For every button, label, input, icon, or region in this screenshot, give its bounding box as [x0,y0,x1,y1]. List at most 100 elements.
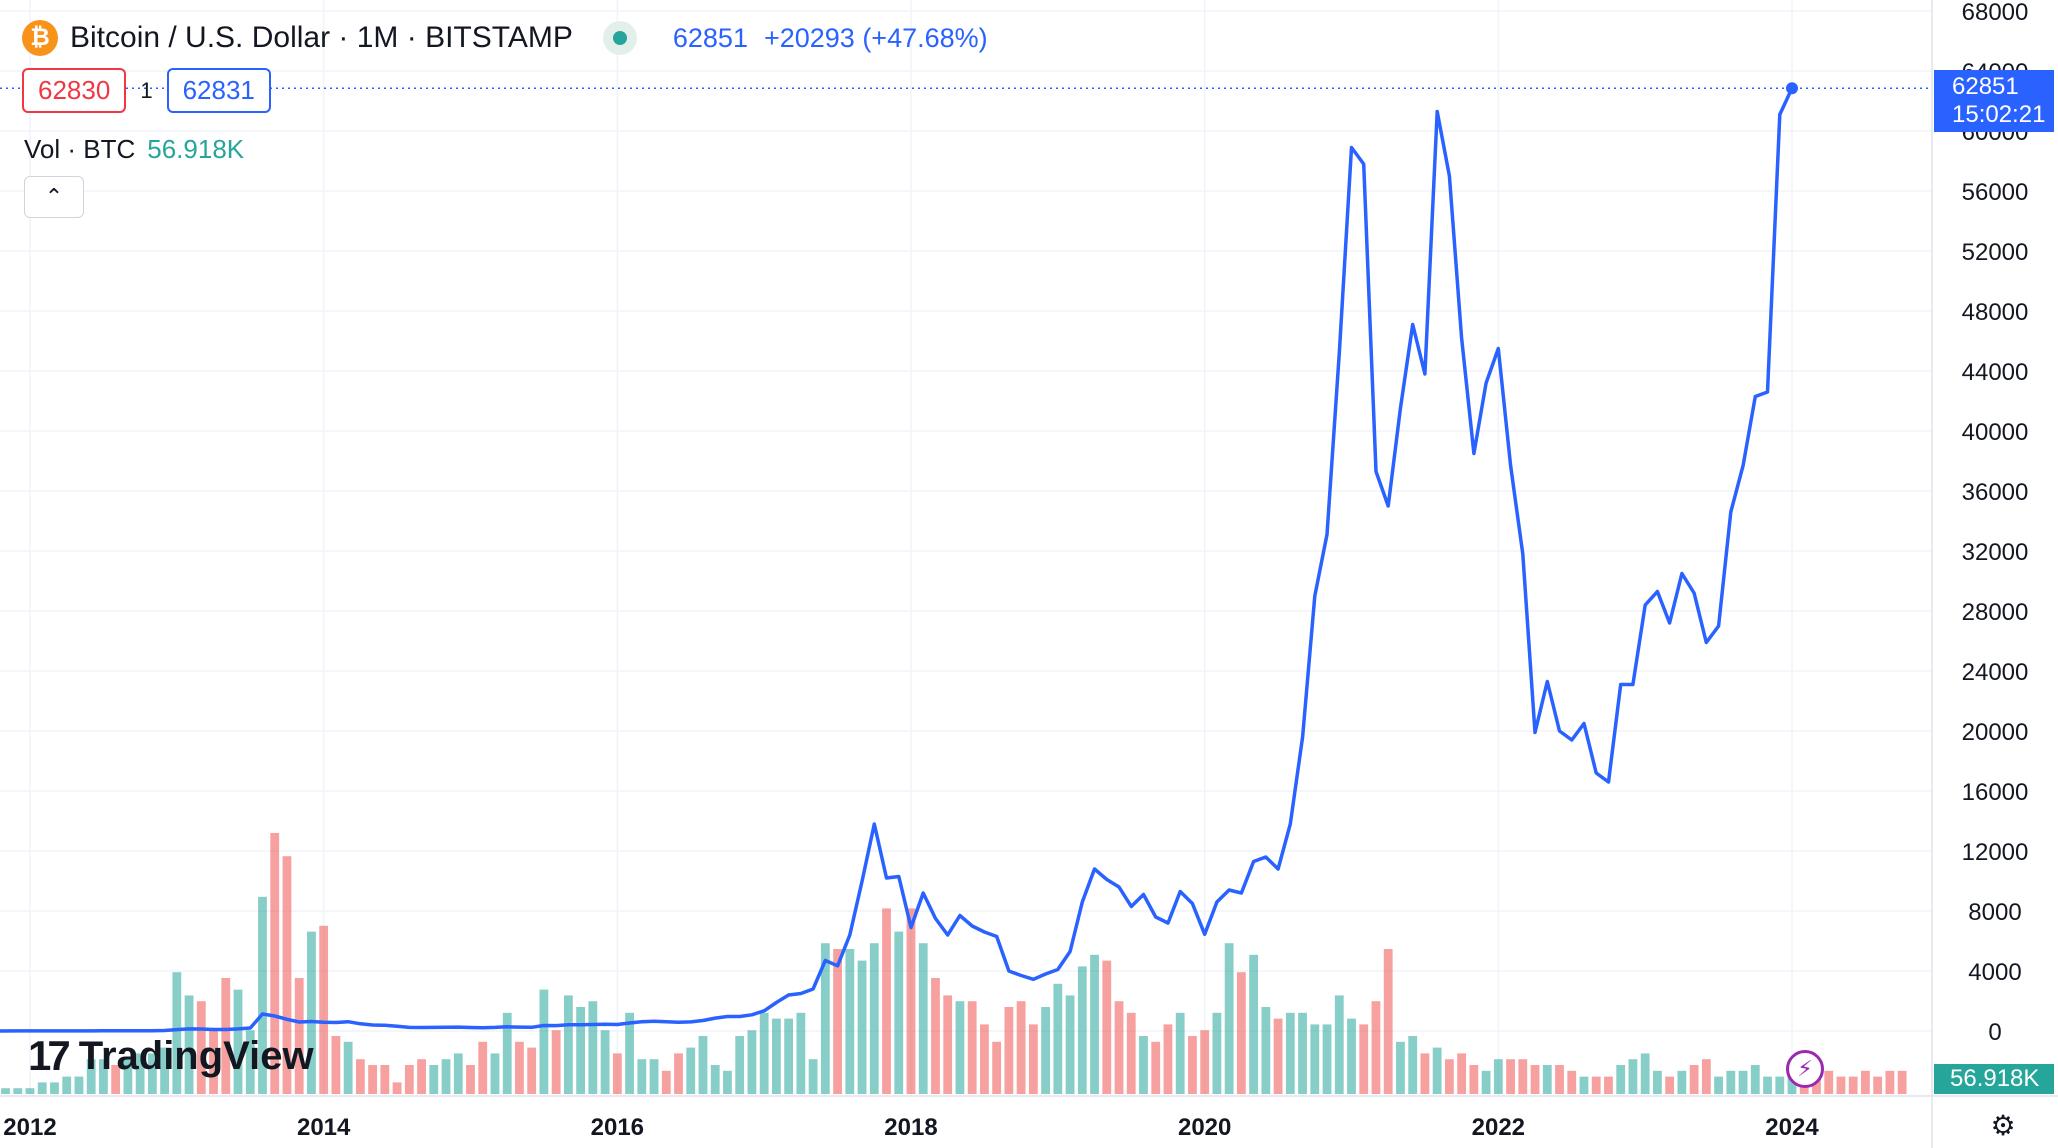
last-price-dot [1786,82,1798,95]
volume-bar [1175,1012,1185,1094]
y-tick-label: 40000 [1962,419,2029,446]
volume-bar [25,1088,35,1094]
volume-bar [404,1065,414,1094]
volume-bar [906,908,916,1094]
volume-bar [1677,1070,1687,1094]
volume-bar [637,1059,647,1094]
volume-bar [1432,1047,1442,1094]
y-tick-label: 28000 [1962,599,2029,626]
volume-bar [649,1059,659,1094]
y-axis: 0 4000 8000 12000 16000 20000 24000 28000 32000 3… [1931,0,2029,1148]
volume-bar [1334,995,1344,1094]
volume-bar [1090,954,1099,1094]
volume-bar [453,1053,463,1094]
volume-bar [1469,1065,1479,1094]
bitcoin-logo-icon[interactable]: ₿ [22,20,58,56]
volume-bar [245,1030,255,1094]
tradingview-wordmark: TradingView [78,1033,314,1078]
volume-bar [894,931,904,1094]
chevron-up-icon: ⌃ [44,184,64,209]
volume-bar [1310,1024,1320,1094]
gear-glyph: ⚙ [1990,1109,2016,1141]
volume-bars [1,833,1907,1094]
volume-bar [735,1036,745,1094]
volume-bar [111,1065,121,1094]
volume-bar [698,1036,708,1094]
market-status-icon[interactable] [602,21,637,55]
volume-bar [747,1030,757,1094]
tradingview-logo[interactable]: 17 TradingView [28,1032,314,1080]
volume-bar [1236,972,1246,1094]
volume-bar [1102,960,1112,1094]
y-tick-label: 52000 [1962,239,2029,266]
volume-bar [1530,1065,1540,1094]
volume-bar [1188,1036,1197,1094]
y-tick-label: 32000 [1962,539,2029,566]
volume-bar [86,1059,96,1094]
y-tick-label: 48000 [1962,299,2029,326]
last-price-tag: 62851 15:02:21 [1934,70,2054,132]
buy-button[interactable]: 62831 [166,68,271,113]
volume-bar [1285,1012,1295,1094]
volume-bar [931,978,940,1094]
y-tick-label: 12000 [1962,839,2029,866]
volume-bar [441,1059,451,1094]
volume-tag: 56.918K [1934,1064,2054,1094]
price-change: +20293 (+47.68%) [763,22,988,53]
volume-bar [1481,1070,1491,1094]
volume-bar [600,1030,610,1094]
volume-bar [588,1001,598,1094]
sell-button[interactable]: 62830 [22,68,127,113]
volume-bar [661,1070,671,1094]
volume-bar [1628,1059,1638,1094]
volume-label: Vol · BTC [24,134,136,164]
volume-bar [1493,1059,1503,1094]
volume-bar [1114,1001,1124,1094]
volume-bar [1604,1076,1613,1094]
volume-bar [1616,1065,1626,1094]
collapse-legend-button[interactable]: ⌃ [24,176,84,218]
volume-legend[interactable]: Vol · BTC 56.918K [24,134,244,165]
volume-bar [882,908,891,1094]
volume-bar [319,925,329,1094]
volume-bar [1444,1059,1454,1094]
volume-bar [1885,1070,1895,1094]
volume-bar [478,1041,488,1094]
volume-bar [209,1030,218,1094]
volume-bar [62,1076,72,1094]
flash-icon[interactable]: ⚡ [1786,1050,1824,1088]
volume-bar [1,1088,10,1094]
y-tick-label: 56000 [1962,179,2029,206]
volume-bar [1750,1065,1760,1094]
volume-bar [980,1024,989,1094]
volume-bar [625,1012,634,1094]
volume-bar [13,1088,23,1094]
volume-bar [1848,1076,1858,1094]
volume-bar [1763,1076,1772,1094]
volume-bar [1738,1070,1748,1094]
volume-bar [355,1059,365,1094]
chart-grid [0,0,1932,1096]
volume-bar [184,995,194,1094]
volume-bar [674,1053,683,1094]
volume-bar [784,1018,794,1094]
volume-bar [1701,1059,1711,1094]
volume-bar [563,995,573,1094]
symbol-title[interactable]: Bitcoin / U.S. Dollar · 1M · BITSTAMP [70,21,573,54]
volume-bar [1689,1065,1699,1094]
volume-bar [686,1047,696,1094]
volume-bar [221,978,231,1094]
volume-bar [1298,1012,1307,1094]
settings-gear-icon[interactable]: ⚙ [1988,1109,2018,1141]
volume-bar [123,1059,133,1094]
volume-bar [466,1065,475,1094]
volume-bar [417,1059,426,1094]
price-line [0,87,1794,1033]
tradingview-mark-icon: 17 [28,1032,71,1079]
volume-bar [50,1082,59,1094]
volume-bar [759,1012,769,1094]
volume-bar [869,943,879,1094]
volume-bar [1652,1070,1662,1094]
volume-bar [1714,1076,1723,1094]
